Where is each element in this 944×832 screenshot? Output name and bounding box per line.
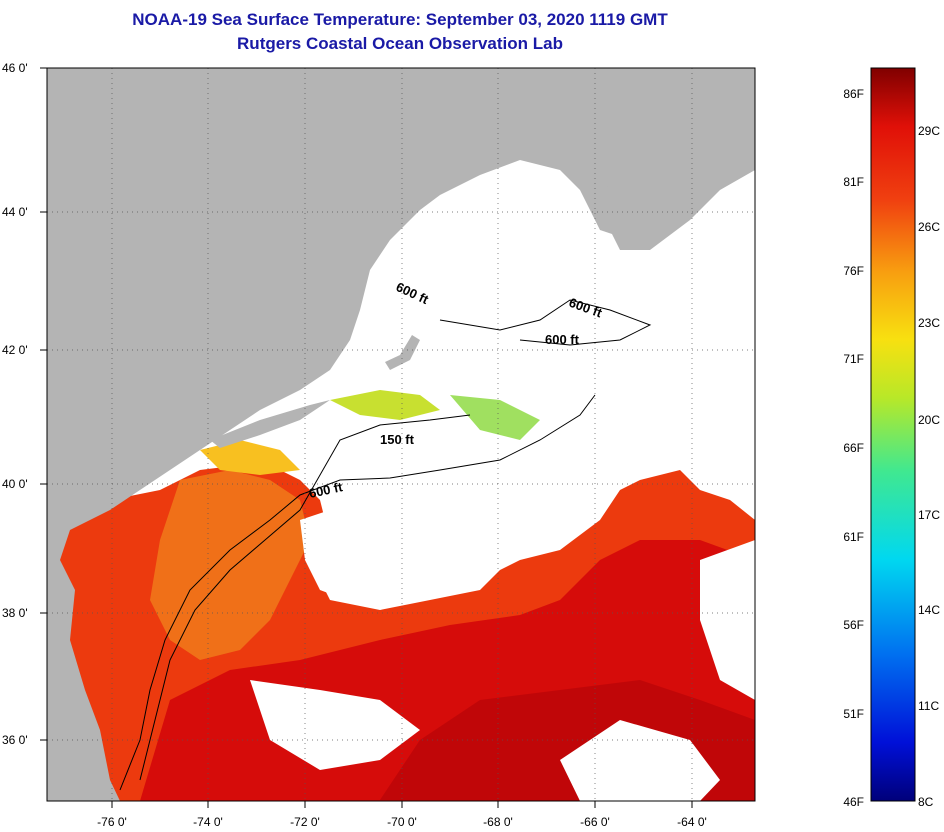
cool-coastal-water <box>330 390 440 420</box>
cloud-patch <box>560 720 720 801</box>
cloud-patch <box>250 680 420 770</box>
depth-label: 150 ft <box>380 432 415 447</box>
colorbar-c-label: 17C <box>918 508 940 522</box>
cloud-patch <box>300 490 490 605</box>
depth-label: 600 ft <box>308 479 345 501</box>
cool-coastal-water <box>450 395 540 440</box>
colorbar-c-label: 11C <box>918 699 939 713</box>
map-subtitle: Rutgers Coastal Ocean Observation Lab <box>237 34 563 53</box>
depth-label: 600 ft <box>545 332 580 347</box>
lon-label: -76 0' <box>97 815 127 829</box>
map-frame <box>46 67 756 802</box>
colorbar-c-label: 14C <box>918 603 940 617</box>
lat-label: 46 0' <box>2 61 28 75</box>
lat-label: 44 0' <box>2 205 28 219</box>
colorbar-f-label: 81F <box>843 175 864 189</box>
land-mass-south <box>47 560 120 801</box>
colorbar-c-label: 20C <box>918 413 940 427</box>
colorbar-c-label: 8C <box>918 795 934 809</box>
map-body: 600 ft 600 ft 600 ft 150 ft 600 ft <box>47 68 755 801</box>
land-mass-nova-scotia <box>595 110 755 250</box>
lat-label: 40 0' <box>2 477 28 491</box>
colorbar-f-label: 56F <box>843 618 864 632</box>
colorbar-f-label: 71F <box>843 352 864 366</box>
axis-ticks <box>40 67 693 808</box>
colorbar <box>870 67 916 802</box>
isobath-lines <box>119 299 652 791</box>
map-title: NOAA-19 Sea Surface Temperature: Septemb… <box>132 10 668 29</box>
lon-label: -74 0' <box>193 815 223 829</box>
cape-cod <box>385 335 420 370</box>
colorbar-c-label: 26C <box>918 220 940 234</box>
isobath-150ft <box>139 414 471 781</box>
lon-label: -72 0' <box>290 815 320 829</box>
long-island <box>210 400 330 448</box>
cloud-patch <box>700 540 755 700</box>
colorbar-f-label: 76F <box>843 264 864 278</box>
lat-label: 36 0' <box>2 733 28 747</box>
colorbar-c-label: 29C <box>918 124 940 138</box>
shelf-water <box>150 470 310 660</box>
lon-label: -70 0' <box>387 815 417 829</box>
isobath-600ft-gulf <box>439 299 652 346</box>
cool-coastal-water <box>200 440 300 475</box>
colorbar-c-label: 23C <box>918 316 940 330</box>
colorbar-f-label: 61F <box>843 530 864 544</box>
graticule <box>47 68 755 801</box>
colorbar-f-label: 51F <box>843 707 864 721</box>
lon-label: -68 0' <box>483 815 513 829</box>
lon-label: -66 0' <box>580 815 610 829</box>
colorbar-f-label: 86F <box>843 87 864 101</box>
lon-label: -64 0' <box>677 815 707 829</box>
lat-label: 42 0' <box>2 343 28 357</box>
lat-label: 38 0' <box>2 606 28 620</box>
isobath-600ft <box>119 394 596 791</box>
colorbar-f-label: 46F <box>843 795 864 809</box>
colorbar-f-label: 66F <box>843 441 864 455</box>
land-mass-us <box>47 68 755 560</box>
